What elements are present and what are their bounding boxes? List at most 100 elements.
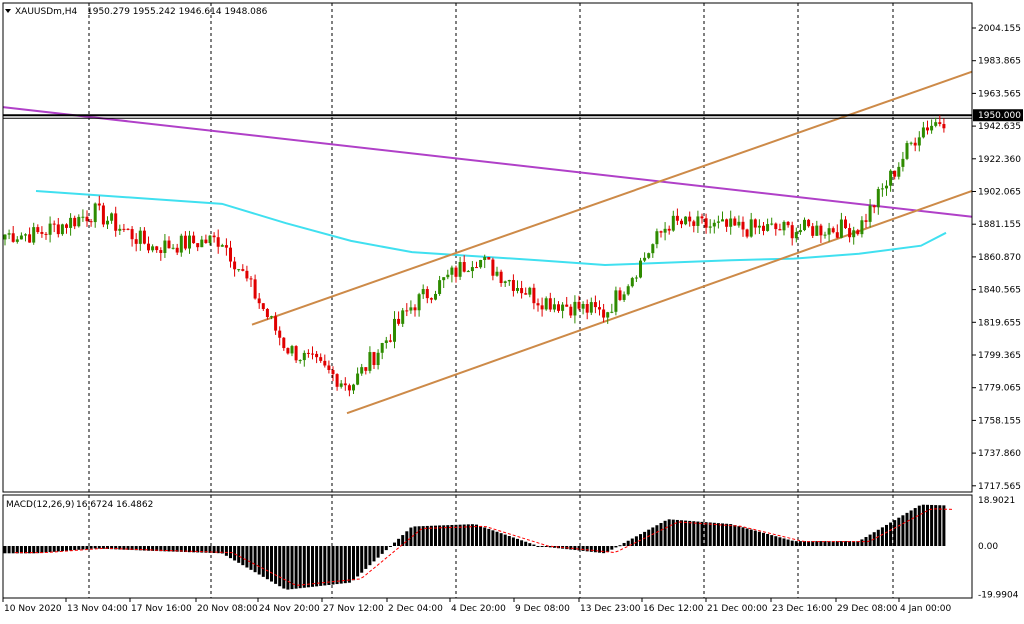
candle-bull	[483, 257, 487, 260]
candle-bear	[778, 229, 782, 231]
candle-bear	[848, 228, 852, 238]
candle-bull	[528, 287, 532, 295]
candle-bull	[438, 280, 442, 294]
macd-bar	[790, 540, 794, 546]
candle-bear	[856, 230, 860, 235]
candle-bear	[831, 228, 835, 233]
candle-bear	[491, 259, 495, 276]
macd-bar	[311, 546, 314, 587]
time-tick-label: 13 Nov 04:00	[67, 604, 128, 614]
macd-bar	[405, 531, 409, 546]
price-tick-label: 1758.155	[978, 416, 1021, 426]
candle-bear	[286, 348, 290, 354]
macd-bar	[212, 546, 216, 554]
macd-bar	[741, 527, 745, 546]
candle-bull	[684, 216, 688, 225]
candle-bear	[548, 298, 552, 310]
time-tick-label: 16 Dec 12:00	[643, 604, 704, 614]
macd-bar	[339, 546, 343, 584]
candle-bear	[462, 262, 466, 272]
candle-bull	[610, 311, 614, 313]
macd-bar	[77, 546, 81, 550]
macd-bar	[270, 546, 273, 582]
candle-bear	[36, 227, 40, 233]
macd-bar	[122, 546, 126, 550]
macd-bar	[298, 546, 302, 589]
candle-bull	[552, 304, 556, 310]
candle-bear	[175, 247, 179, 253]
macd-bar	[253, 546, 257, 573]
candle-bull	[622, 294, 626, 300]
time-tick-label: 20 Nov 08:00	[197, 604, 258, 614]
moving-average-line	[35, 189, 947, 267]
macd-bar	[327, 546, 331, 585]
candle-bull	[634, 277, 638, 279]
candle-bull	[118, 228, 122, 231]
candle-bull	[630, 278, 634, 287]
macd-bar	[417, 526, 421, 546]
candle-bear	[65, 224, 68, 228]
macd-bar	[163, 546, 167, 552]
macd-bar	[827, 541, 831, 546]
candle-bear	[183, 235, 187, 249]
candle-bull	[897, 166, 901, 177]
macd-bar	[364, 546, 368, 569]
macd-bar	[241, 546, 245, 566]
macd-bar	[73, 546, 77, 551]
macd-bar	[655, 525, 659, 546]
macd-tick-label: -19.9904	[978, 591, 1019, 601]
macd-bar	[286, 546, 290, 590]
macd-bar	[688, 520, 692, 546]
macd-bar	[175, 546, 179, 552]
macd-bar	[421, 526, 425, 546]
macd-bar	[589, 546, 593, 552]
macd-bar	[204, 546, 208, 553]
macd-bar	[938, 505, 942, 546]
price-tick-label: 1902.065	[978, 188, 1021, 198]
candle-bull	[24, 234, 27, 236]
macd-bar	[848, 541, 852, 546]
macd-bar	[803, 541, 806, 546]
candle-bull	[495, 271, 499, 276]
macd-bar	[794, 541, 798, 546]
candle-bull	[885, 185, 888, 189]
candle-bull	[360, 367, 364, 374]
candle-bear	[327, 365, 331, 370]
macd-bar	[3, 546, 7, 554]
candle-bull	[880, 188, 884, 190]
macd-bar	[265, 546, 269, 580]
price-tick-label: 1779.065	[978, 384, 1021, 394]
candle-bear	[536, 303, 540, 306]
candle-bear	[741, 221, 745, 230]
macd-bar	[126, 546, 130, 550]
macd-bar	[425, 525, 429, 546]
macd-bar	[56, 546, 60, 552]
candle-bear	[56, 224, 60, 235]
macd-bar	[487, 528, 491, 546]
candle-bear	[540, 305, 544, 310]
time-tick-label: 9 Dec 08:00	[515, 604, 570, 614]
candle-bear	[306, 352, 310, 354]
candle-bear	[204, 239, 208, 244]
collapse-triangle-icon[interactable]	[5, 9, 11, 13]
candle-bull	[32, 227, 36, 243]
macd-bar	[893, 520, 897, 546]
macd-bar	[610, 546, 614, 550]
candle-bear	[425, 289, 429, 299]
macd-bar	[388, 546, 392, 547]
macd-bar	[40, 546, 44, 553]
macd-bar	[466, 524, 470, 546]
price-tick-label: 1963.565	[978, 89, 1021, 99]
candle-bull	[868, 205, 872, 222]
macd-bar	[323, 546, 327, 586]
candle-bear	[557, 304, 560, 311]
candle-bull	[708, 226, 712, 228]
macd-bar	[397, 538, 401, 546]
candle-bear	[913, 142, 917, 146]
candle-bull	[188, 235, 191, 249]
macd-bar	[614, 546, 618, 548]
macd-bar	[868, 534, 872, 546]
candle-bear	[311, 353, 314, 355]
candle-bull	[589, 302, 593, 313]
candle-bear	[142, 230, 146, 244]
